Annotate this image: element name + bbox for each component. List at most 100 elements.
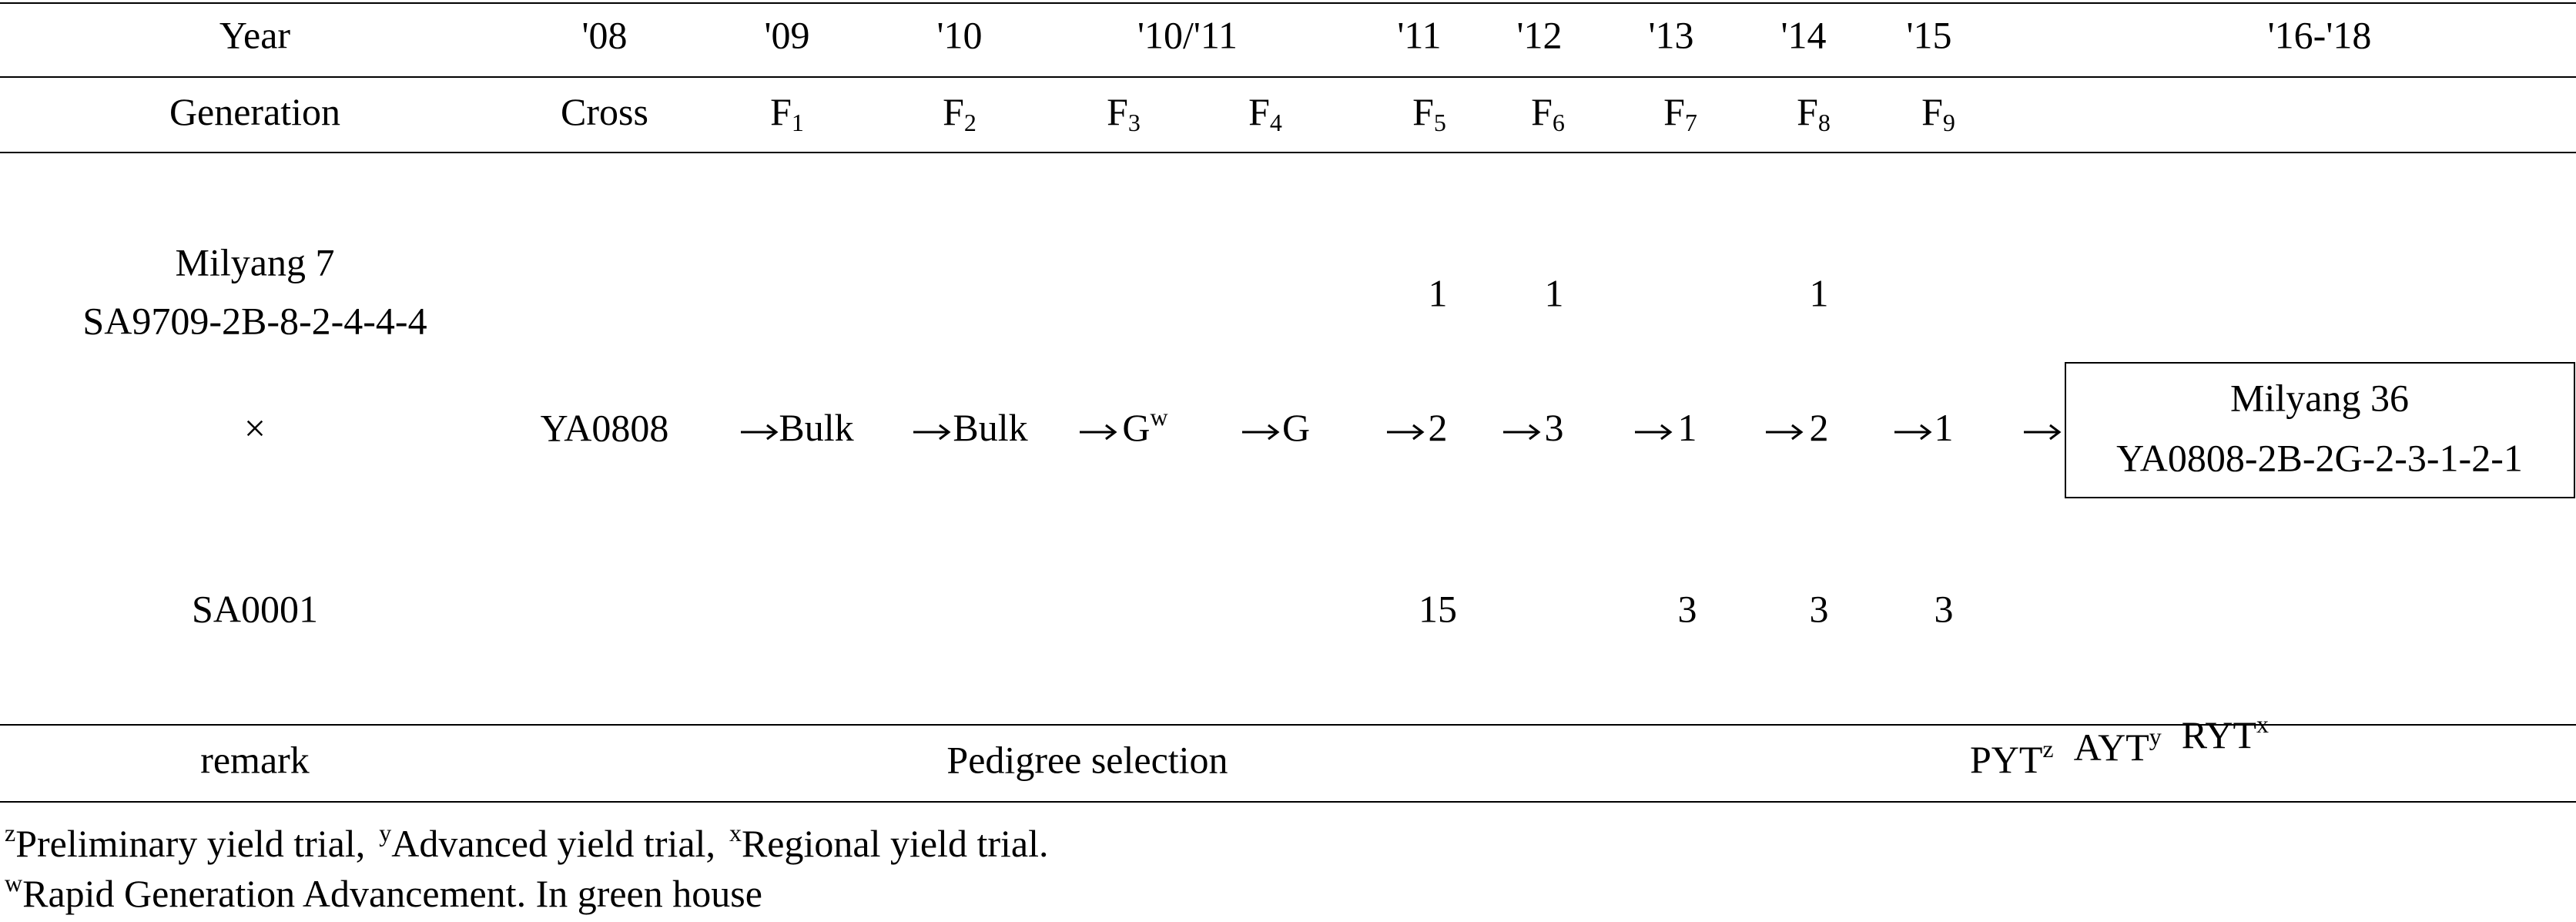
text-part: 2 xyxy=(1429,406,1448,449)
step: Gw xyxy=(1122,403,1167,449)
generation-cell: Generation xyxy=(169,90,340,133)
step: 3 xyxy=(1545,406,1564,449)
text-part: Bulk xyxy=(953,406,1027,449)
text-part: Generation xyxy=(169,90,340,133)
generation-cell: F4 xyxy=(1248,90,1282,136)
arrow xyxy=(1080,424,1117,441)
year-cell: '10/'11 xyxy=(1137,13,1238,56)
supscript: x xyxy=(2256,710,2269,738)
text-part: F xyxy=(943,90,964,133)
arrow xyxy=(1503,424,1541,441)
parent-label: × xyxy=(244,406,266,449)
parent-label: SA0001 xyxy=(192,587,318,630)
generation-cell: F5 xyxy=(1412,90,1446,136)
text-part: F xyxy=(770,90,792,133)
line-count: 3 xyxy=(1678,587,1697,630)
text-part: Regional yield trial. xyxy=(742,822,1049,865)
arrow xyxy=(913,424,951,441)
arrow xyxy=(1894,424,1932,441)
text-part: Bulk xyxy=(779,406,853,449)
year-cell: '09 xyxy=(764,13,809,56)
step: 2 xyxy=(1810,406,1829,449)
generation-cell: F9 xyxy=(1921,90,1955,136)
year-cell: '08 xyxy=(581,13,627,56)
supscript: w xyxy=(5,869,22,897)
line-count: 3 xyxy=(1935,587,1954,630)
result-line: YA0808-2B-2G-2-3-1-2-1 xyxy=(2116,436,2523,479)
step: 2 xyxy=(1429,406,1448,449)
remark-trials: PYTz AYTy RYTx xyxy=(1970,710,2269,781)
line-count: 15 xyxy=(1419,587,1457,630)
year-cell: '12 xyxy=(1516,13,1562,56)
year-cell: '16-'18 xyxy=(2268,13,2372,56)
step: Bulk xyxy=(953,406,1027,449)
arrow xyxy=(1387,424,1425,441)
parent-label: SA9709-2B-8-2-4-4-4 xyxy=(82,299,427,342)
generation-cell: F3 xyxy=(1107,90,1141,136)
text-part: F xyxy=(1248,90,1270,133)
selected-count: 1 xyxy=(1810,271,1829,314)
text-part: Rapid Generation Advancement. In green h… xyxy=(22,872,762,915)
subscript: 9 xyxy=(1943,109,1955,136)
text-part: F xyxy=(1412,90,1434,133)
generation-cell: F8 xyxy=(1797,90,1831,136)
generation-cell: F1 xyxy=(770,90,804,136)
subscript: 1 xyxy=(792,109,804,136)
generation-cell: F7 xyxy=(1663,90,1697,136)
arrow xyxy=(741,424,779,441)
subscript: 4 xyxy=(1270,109,1282,136)
year-cell: '13 xyxy=(1648,13,1693,56)
supscript: y xyxy=(2149,723,2162,750)
cross-name: YA0808 xyxy=(541,406,669,449)
line-count: 3 xyxy=(1810,587,1829,630)
generation-cell: Cross xyxy=(561,90,648,133)
footnote: wRapid Generation Advancement. In green … xyxy=(5,869,762,915)
text-part: Advanced yield trial, xyxy=(391,822,715,865)
subscript: 5 xyxy=(1434,109,1446,136)
arrow xyxy=(2024,424,2062,441)
result-box xyxy=(2065,362,2575,498)
supscript: z xyxy=(5,819,15,847)
text-part: F xyxy=(1531,90,1553,133)
subscript: 2 xyxy=(964,109,976,136)
step: G xyxy=(1282,406,1310,449)
text-part: PYT xyxy=(1970,738,2042,781)
subscript: 8 xyxy=(1818,109,1831,136)
subscript: 7 xyxy=(1685,109,1697,136)
text-part: 1 xyxy=(1935,406,1954,449)
supscript: z xyxy=(2042,735,2053,763)
supscript: w xyxy=(1151,403,1168,431)
text-part: 3 xyxy=(1545,406,1564,449)
parent-label: Milyang 7 xyxy=(176,240,335,283)
step: 1 xyxy=(1678,406,1697,449)
text-part: 2 xyxy=(1810,406,1829,449)
step: Bulk xyxy=(779,406,853,449)
text-part: AYT xyxy=(2074,726,2149,769)
step: 1 xyxy=(1935,406,1954,449)
generation-cell: F2 xyxy=(943,90,976,136)
text-part: 1 xyxy=(1678,406,1697,449)
generation-cell: F6 xyxy=(1531,90,1565,136)
text-part: RYT xyxy=(2182,713,2256,756)
selected-count: 1 xyxy=(1429,271,1448,314)
arrow xyxy=(1766,424,1804,441)
result-name: Milyang 36 xyxy=(2230,376,2409,419)
text-part: Preliminary yield trial, xyxy=(15,822,365,865)
year-cell: '15 xyxy=(1906,13,1951,56)
text-part: F xyxy=(1797,90,1818,133)
subscript: 3 xyxy=(1128,109,1141,136)
year-cell: '10 xyxy=(936,13,982,56)
year-cell: Year xyxy=(219,13,290,56)
text-part: G xyxy=(1282,406,1310,449)
text-part: Cross xyxy=(561,90,648,133)
text-part: G xyxy=(1122,406,1150,449)
year-cell: '11 xyxy=(1397,13,1441,56)
text-part: F xyxy=(1921,90,1943,133)
selected-count: 1 xyxy=(1545,271,1564,314)
arrow xyxy=(1635,424,1673,441)
subscript: 6 xyxy=(1553,109,1565,136)
arrow xyxy=(1242,424,1280,441)
text-part: F xyxy=(1107,90,1128,133)
